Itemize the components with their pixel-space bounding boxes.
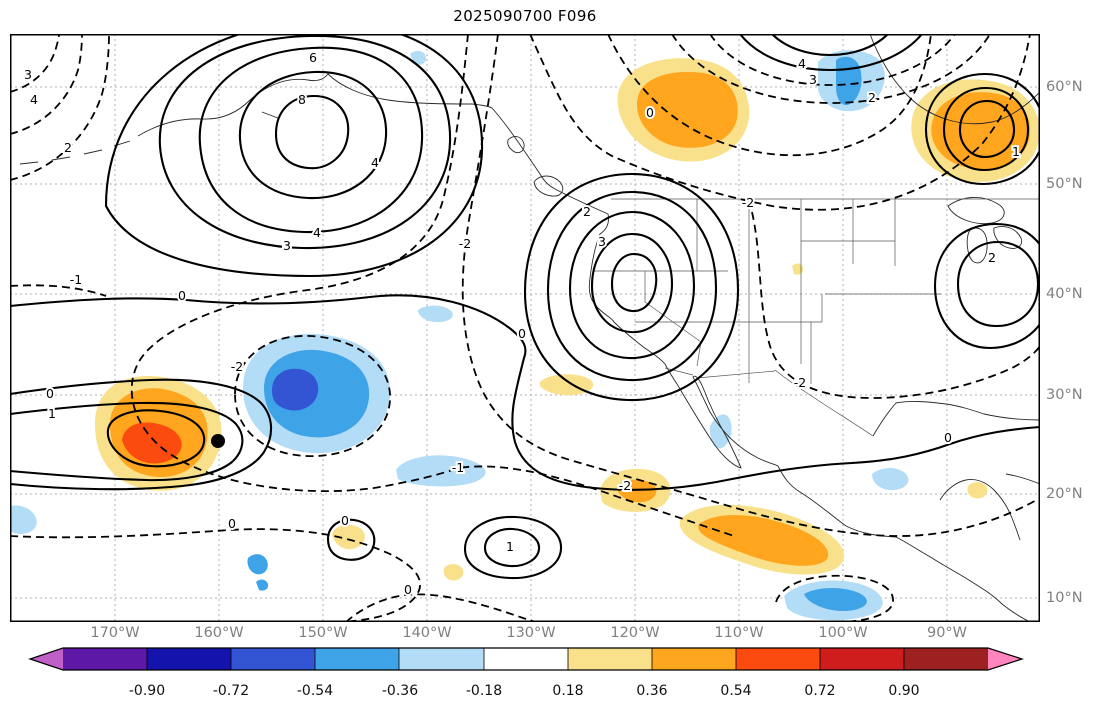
svg-text:-1: -1 — [452, 460, 464, 475]
map-plot: 3 4 2 6 8 4 4 3 -1 0 -2 0 1 -2 2 3 0 -1 … — [10, 34, 1040, 622]
y-tick-20n: 20°N — [1046, 486, 1083, 502]
y-tick-60n: 60°N — [1046, 79, 1083, 95]
x-tick-120w: 120°W — [610, 625, 660, 641]
svg-text:0: 0 — [228, 516, 236, 531]
fill-royalblue — [272, 368, 319, 411]
svg-text:2: 2 — [583, 204, 591, 219]
cb-tick-2: -0.54 — [296, 683, 334, 699]
cb-tick-8: 0.72 — [804, 683, 836, 699]
x-tick-150w: 150°W — [298, 625, 348, 641]
svg-text:0: 0 — [178, 288, 186, 303]
svg-text:0: 0 — [944, 430, 952, 445]
x-tick-100w: 100°W — [818, 625, 868, 641]
svg-text:0: 0 — [646, 105, 654, 120]
svg-text:3: 3 — [598, 234, 606, 249]
svg-text:6: 6 — [309, 50, 317, 65]
plot-title: 2025090700 F096 — [453, 7, 597, 25]
y-tick-40n: 40°N — [1046, 286, 1083, 302]
svg-text:3: 3 — [809, 72, 817, 87]
x-tick-160w: 160°W — [194, 625, 244, 641]
svg-text:0: 0 — [518, 326, 526, 341]
svg-text:4: 4 — [313, 225, 321, 240]
cb-tick-6: 0.36 — [636, 683, 668, 699]
cb-tick-4: -0.18 — [465, 683, 503, 699]
svg-text:-2: -2 — [459, 236, 471, 251]
cb-tick-3: -0.36 — [381, 683, 419, 699]
x-tick-140w: 140°W — [402, 625, 452, 641]
coastlines — [19, 34, 1040, 622]
colorbar-outline — [28, 647, 1024, 671]
colorbar-right-arrow — [988, 648, 1022, 670]
svg-text:-2: -2 — [231, 359, 243, 374]
anomaly-colorbar — [28, 647, 1024, 671]
colorbar-left-arrow — [30, 648, 63, 670]
svg-text:-2: -2 — [794, 375, 806, 390]
solid-contours — [10, 34, 1040, 580]
cb-tick-1: -0.72 — [212, 683, 250, 699]
svg-text:0: 0 — [341, 513, 349, 528]
svg-text:-1: -1 — [70, 272, 82, 287]
svg-text:2: 2 — [868, 90, 876, 105]
x-tick-90w: 90°W — [926, 625, 968, 641]
dashed-contours — [10, 34, 1040, 622]
svg-text:1: 1 — [1012, 144, 1020, 159]
svg-text:3: 3 — [283, 238, 291, 253]
cb-tick-5: 0.18 — [552, 683, 584, 699]
svg-text:4: 4 — [30, 92, 38, 107]
y-tick-30n: 30°N — [1046, 387, 1083, 403]
y-tick-10n: 10°N — [1046, 590, 1083, 606]
fill-red — [122, 422, 182, 464]
state-borders — [593, 198, 1040, 437]
svg-text:0: 0 — [404, 582, 412, 597]
analysis-marker-dot — [211, 434, 225, 448]
y-tick-50n: 50°N — [1046, 176, 1083, 192]
contour-labels: 3 4 2 6 8 4 4 3 -1 0 -2 0 1 -2 2 3 0 -1 … — [22, 48, 1022, 599]
svg-text:3: 3 — [24, 67, 32, 82]
svg-text:-2: -2 — [619, 478, 631, 493]
svg-text:2: 2 — [64, 140, 72, 155]
svg-text:-2: -2 — [742, 195, 754, 210]
cb-tick-9: 0.90 — [888, 683, 920, 699]
cb-tick-0: -0.90 — [128, 683, 166, 699]
cb-tick-7: 0.54 — [720, 683, 752, 699]
svg-text:0: 0 — [46, 386, 54, 401]
x-tick-130w: 130°W — [506, 625, 556, 641]
svg-text:4: 4 — [371, 155, 379, 170]
svg-text:1: 1 — [48, 406, 56, 421]
colorbar-dividers — [146, 648, 905, 670]
svg-text:4: 4 — [798, 56, 806, 71]
map-frame — [10, 34, 1040, 622]
x-tick-110w: 110°W — [714, 625, 764, 641]
x-tick-170w: 170°W — [90, 625, 140, 641]
svg-text:1: 1 — [506, 539, 514, 554]
svg-text:2: 2 — [988, 250, 996, 265]
svg-text:8: 8 — [298, 92, 306, 107]
